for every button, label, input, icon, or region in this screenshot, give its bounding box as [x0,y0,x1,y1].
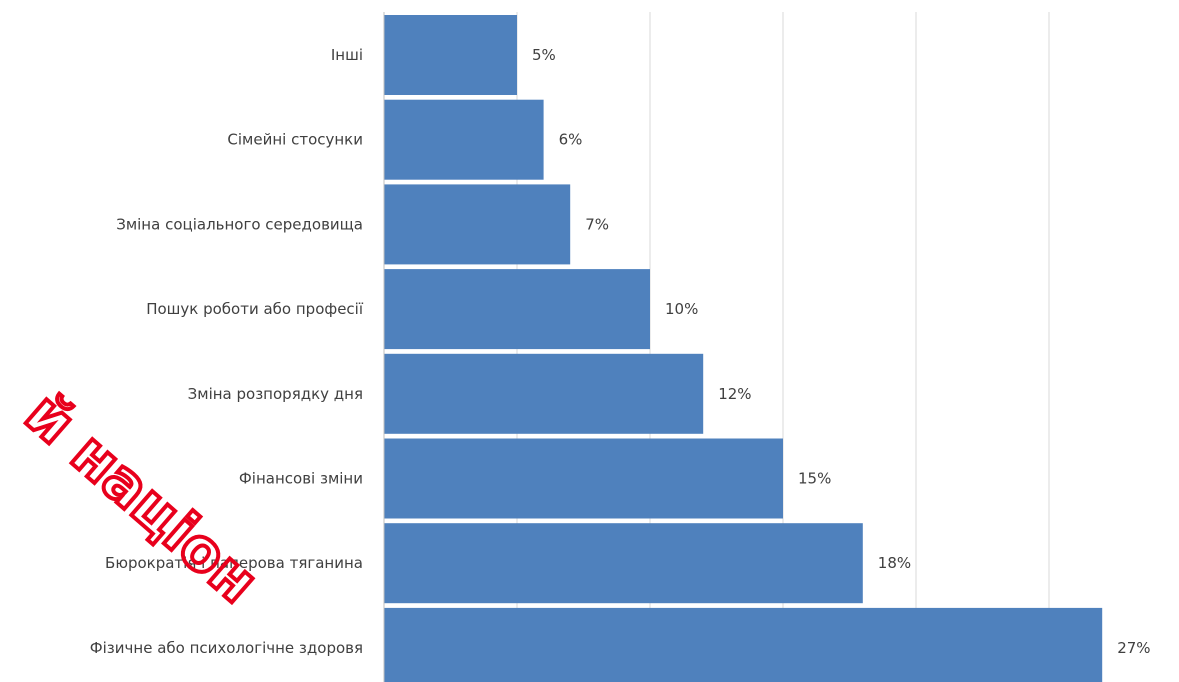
bar [384,607,1103,682]
value-labels: 5% 6% 7% 10% 12% 15% 18% 27% [532,46,1151,657]
bars [384,15,1103,682]
value-label: 5% [532,46,556,64]
bar [384,269,650,350]
value-label: 15% [798,470,831,488]
value-label: 27% [1117,639,1150,657]
watermark-text: й націон [13,379,271,616]
category-label: Сімейні стосунки [227,131,363,149]
bar [384,184,571,265]
value-label: 18% [878,554,911,572]
category-label: Фізичне або психологічне здоровя [90,639,363,657]
category-label: Пошук роботи або професії [146,300,364,318]
category-label: Інші [331,46,363,64]
value-label: 6% [559,131,583,149]
category-label: Зміна розпорядку дня [188,385,363,403]
bar [384,523,863,604]
category-label: Бюрократія і паперова тяганина [105,554,363,572]
bar [384,438,783,519]
bar [384,99,544,180]
bar [384,353,704,434]
category-label: Зміна соціального середовища [116,215,363,233]
value-label: 10% [665,300,698,318]
category-labels: Інші Сімейні стосунки Зміна соціального се… [90,46,364,657]
category-label: Фінансові зміни [239,470,363,488]
value-label: 12% [718,385,751,403]
value-label: 7% [585,215,609,233]
bar [384,15,517,95]
